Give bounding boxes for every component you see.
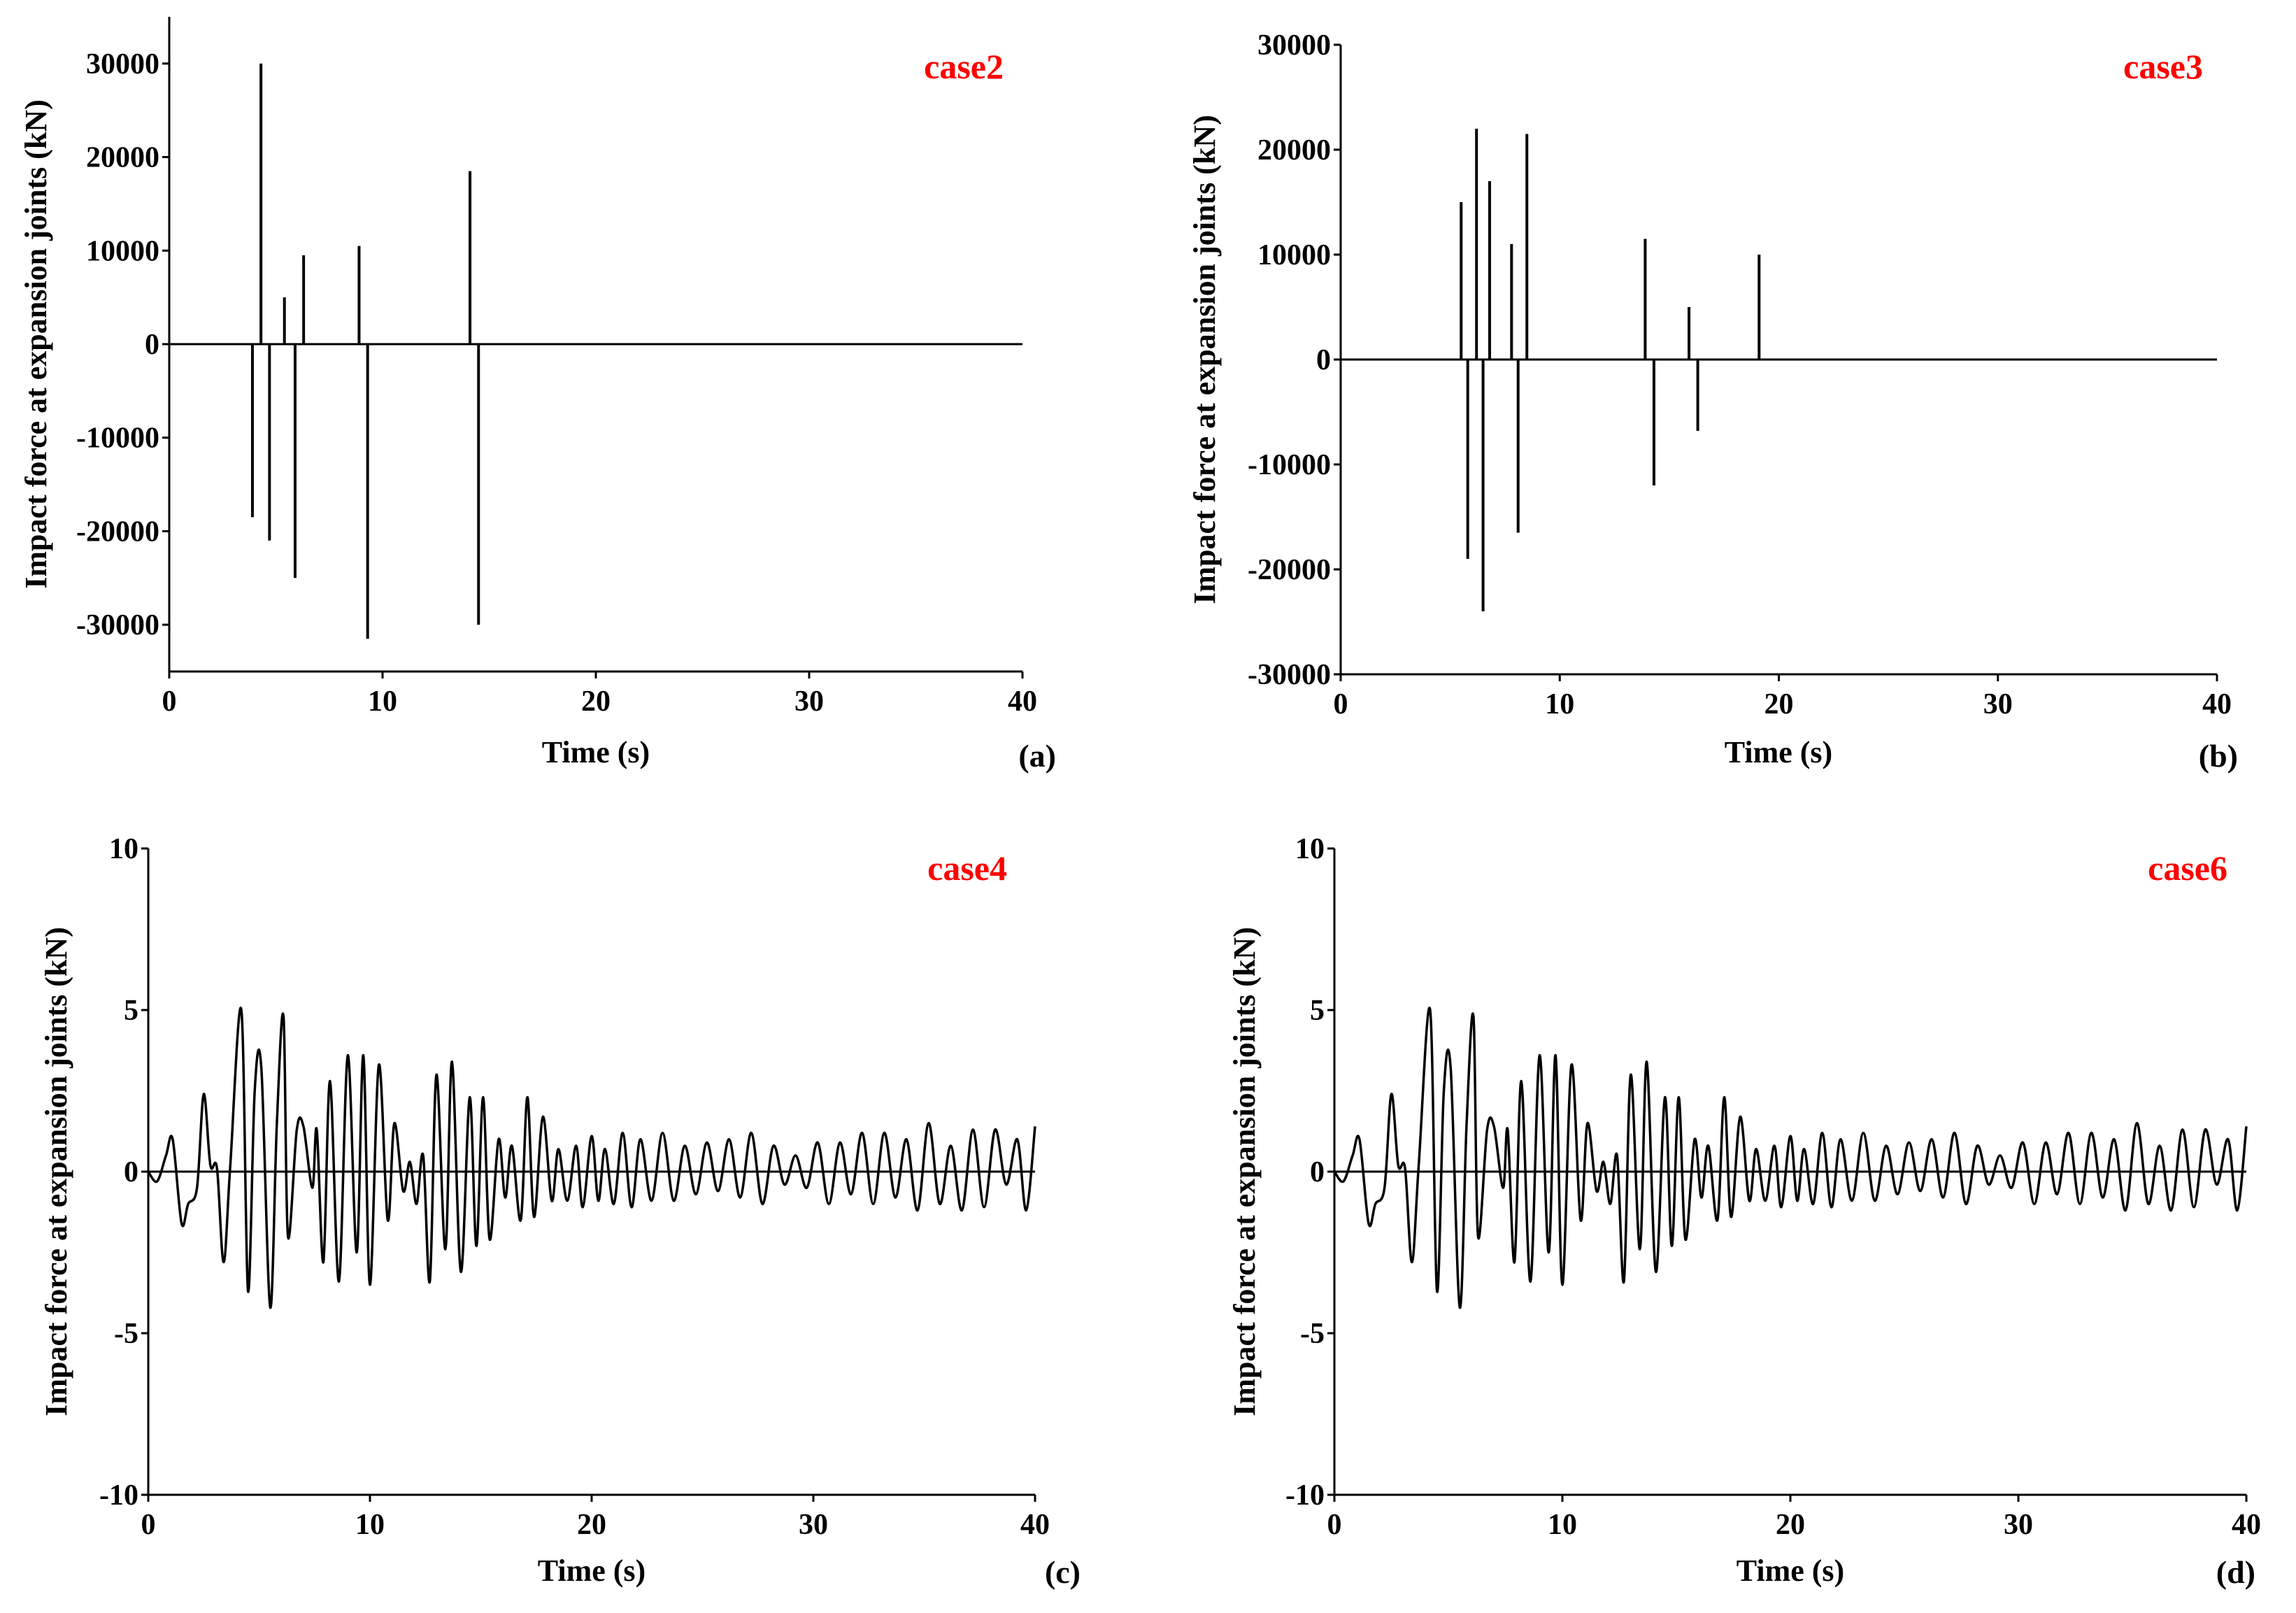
x-axis-title: Time (s): [1725, 735, 1832, 769]
x-tick-label: 20: [577, 1509, 606, 1541]
panel-label: (c): [1045, 1554, 1081, 1590]
x-tick-label: 10: [1548, 1509, 1577, 1541]
y-tick-label: -5: [1300, 1318, 1325, 1350]
x-tick-label: 20: [1776, 1509, 1805, 1541]
case-label: case3: [2123, 47, 2203, 86]
y-tick-label: 10000: [1257, 239, 1331, 271]
panel-label: (a): [1018, 738, 1056, 774]
case-label: case6: [2148, 848, 2227, 888]
x-tick-label: 20: [581, 685, 611, 718]
x-tick-label: 20: [1764, 688, 1794, 720]
y-tick-label: -5: [114, 1318, 138, 1350]
x-tick-label: 30: [2004, 1509, 2033, 1541]
y-tick-label: 30000: [1257, 29, 1331, 62]
y-tick-label: 0: [124, 1156, 138, 1188]
y-tick-label: 10: [109, 833, 138, 865]
data-series-line: [147, 1007, 1036, 1309]
x-tick-label: 30: [1983, 688, 2013, 720]
x-tick-label: 40: [2202, 688, 2232, 720]
y-axis-title: Impact force at expansion joints (kN): [1227, 927, 1262, 1416]
x-tick-label: 10: [1545, 688, 1574, 720]
y-tick-label: 0: [1310, 1156, 1325, 1188]
x-tick-label: 30: [794, 685, 824, 718]
case-label: case4: [927, 848, 1007, 888]
y-axis-title: Impact force at expansion joints (kN): [1188, 115, 1222, 604]
y-tick-label: 20000: [86, 142, 159, 174]
y-tick-label: 5: [1310, 995, 1325, 1027]
x-tick-label: 40: [1020, 1509, 1050, 1541]
y-tick-label: -10: [1285, 1479, 1325, 1512]
x-tick-label: 10: [368, 685, 397, 718]
y-tick-label: 10000: [86, 235, 159, 267]
x-axis-title: Time (s): [1737, 1554, 1844, 1588]
y-tick-label: 0: [1316, 344, 1331, 376]
chart-panel-1: 30000 20000 10000 0 -10000 -20000 -30000 0 10 20 3…: [19, 17, 1056, 774]
y-axis-title: Impact force at expansion joints (kN): [19, 99, 53, 589]
case-label: case2: [924, 47, 1004, 86]
y-tick-label: -10: [99, 1479, 138, 1512]
y-tick-label: -20000: [76, 516, 159, 548]
y-tick-label: 5: [124, 995, 138, 1027]
x-axis-title: Time (s): [538, 1554, 646, 1588]
x-tick-label: 40: [2232, 1509, 2261, 1541]
x-tick-label: 0: [141, 1509, 156, 1541]
y-tick-label: -20000: [1248, 554, 1331, 586]
y-tick-label: 30000: [86, 48, 159, 80]
x-tick-label: 30: [799, 1509, 828, 1541]
y-tick-label: 10: [1295, 833, 1325, 865]
y-tick-label: -10000: [1248, 449, 1331, 481]
x-axis-title: Time (s): [542, 735, 650, 769]
x-tick-label: 0: [162, 685, 177, 718]
x-tick-label: 0: [1334, 688, 1348, 720]
y-tick-label: 0: [145, 329, 159, 361]
y-tick-label: 20000: [1257, 134, 1331, 166]
panel-label: (b): [2199, 738, 2238, 774]
y-axis-title: Impact force at expansion joints (kN): [39, 927, 73, 1416]
y-tick-label: -30000: [1248, 659, 1331, 691]
y-tick-label: -10000: [76, 422, 159, 455]
x-tick-label: 10: [355, 1509, 385, 1541]
x-tick-label: 40: [1008, 685, 1037, 718]
data-series-line: [1333, 1007, 2248, 1309]
x-tick-label: 0: [1327, 1509, 1342, 1541]
panel-label: (d): [2216, 1554, 2255, 1590]
y-tick-label: -30000: [76, 609, 159, 641]
